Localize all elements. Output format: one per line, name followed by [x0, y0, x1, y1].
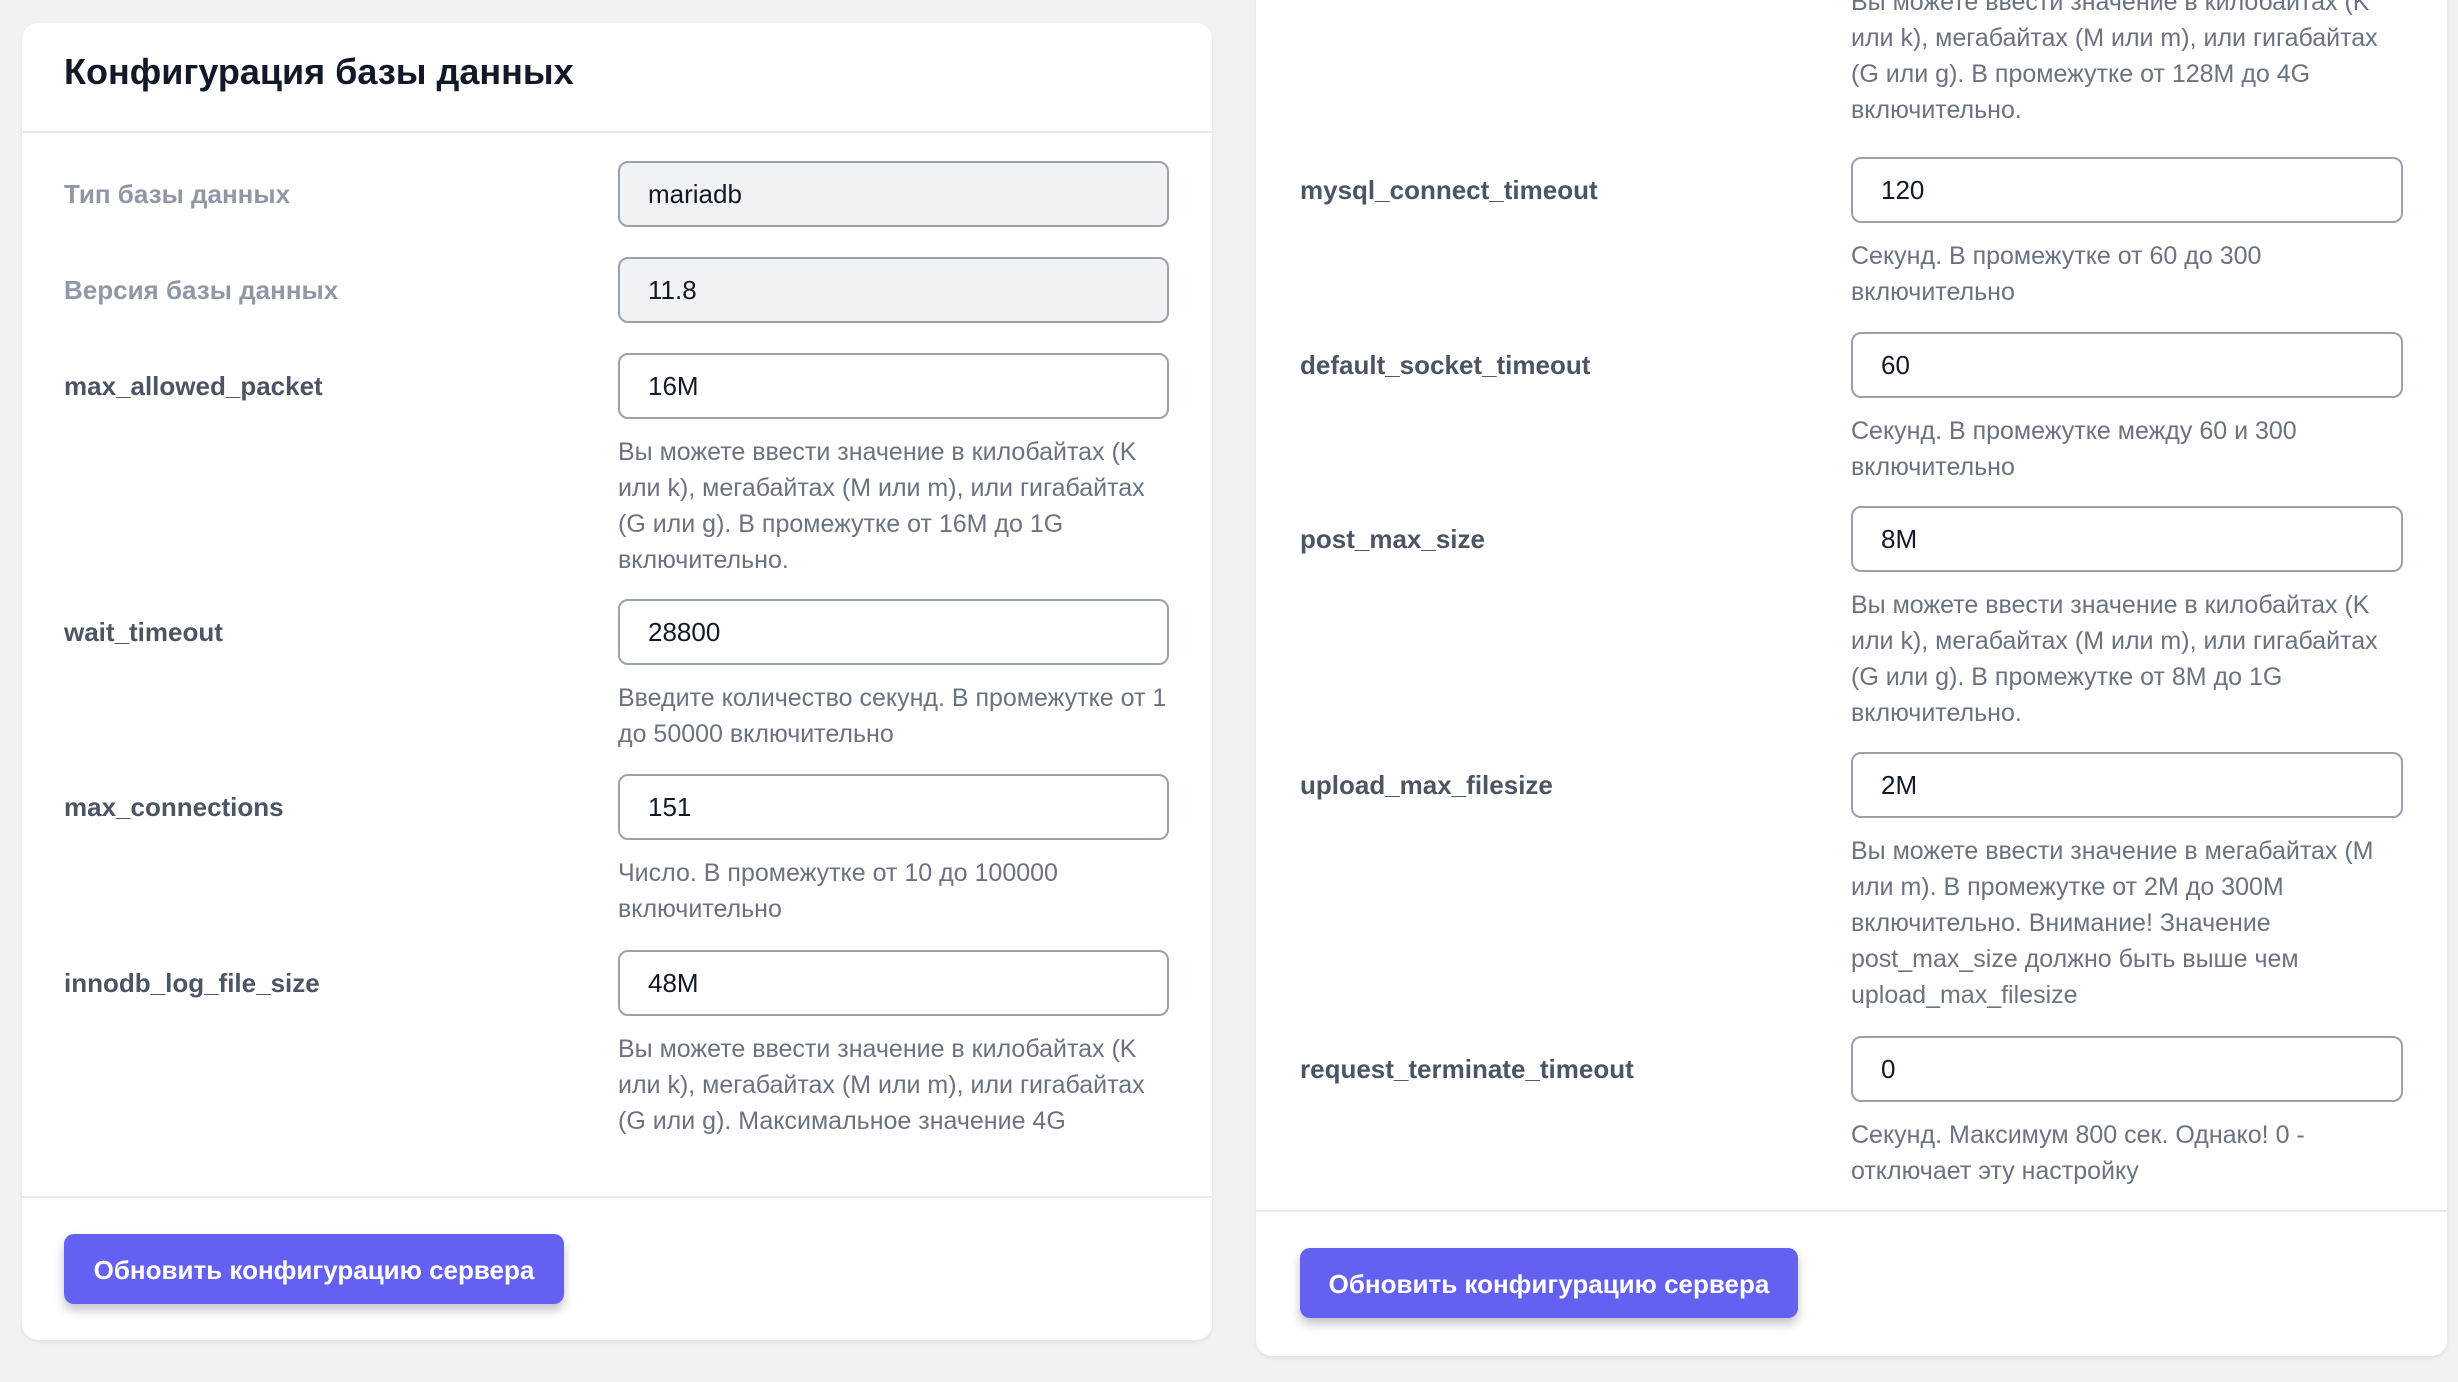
header-divider [22, 131, 1212, 133]
field-label: max_connections [64, 792, 284, 822]
field-help: Вы можете ввести значение в мегабайтах (… [1851, 837, 2374, 1009]
field-help: Секунд. Максимум 800 сек. Однако! 0 - от… [1851, 1121, 2305, 1185]
post-max-size-input[interactable]: 8M [1851, 506, 2403, 572]
request-terminate-timeout-input[interactable]: 0 [1851, 1036, 2403, 1102]
Тип-базы-данных-input: mariadb [618, 161, 1169, 227]
field-label: innodb_log_file_size [64, 968, 320, 998]
field-label: default_socket_timeout [1300, 350, 1591, 380]
field-label: max_allowed_packet [64, 371, 323, 401]
field-help: Число. В промежутке от 10 до 100000 вклю… [618, 859, 1058, 923]
footer-divider [22, 1196, 1212, 1198]
database-config-card: Конфигурация базы данных Тип базы данных… [22, 23, 1212, 1340]
max-allowed-packet-input[interactable]: 16M [618, 353, 1169, 419]
card-title: Конфигурация базы данных [64, 51, 574, 92]
update-server-config-button[interactable]: Обновить конфигурацию сервера [64, 1234, 564, 1304]
field-help: Вы можете ввести значение в килобайтах (… [618, 438, 1145, 574]
footer-divider [1256, 1210, 2447, 1212]
field-help: Вы можете ввести значение в килобайтах (… [1851, 0, 2378, 124]
field-help: Секунд. В промежутке от 60 до 300 включи… [1851, 242, 2262, 306]
field-label: wait_timeout [64, 617, 223, 647]
field-label: upload_max_filesize [1300, 770, 1553, 800]
mysql-connect-timeout-input[interactable]: 120 [1851, 157, 2403, 223]
wait-timeout-input[interactable]: 28800 [618, 599, 1169, 665]
field-label: request_terminate_timeout [1300, 1054, 1634, 1084]
field-label: Версия базы данных [64, 275, 339, 305]
php-config-card: Вы можете ввести значение в килобайтах (… [1256, 0, 2447, 1356]
field-label: Тип базы данных [64, 179, 291, 209]
innodb-log-file-size-input[interactable]: 48M [618, 950, 1169, 1016]
field-help: Вы можете ввести значение в килобайтах (… [1851, 591, 2378, 727]
field-label: mysql_connect_timeout [1300, 175, 1598, 205]
field-help: Введите количество секунд. В промежутке … [618, 684, 1167, 748]
default-socket-timeout-input[interactable]: 60 [1851, 332, 2403, 398]
upload-max-filesize-input[interactable]: 2M [1851, 752, 2403, 818]
field-help: Секунд. В промежутке между 60 и 300 вклю… [1851, 417, 2297, 481]
field-label: post_max_size [1300, 524, 1485, 554]
Версия-базы-данных-input: 11.8 [618, 257, 1169, 323]
max-connections-input[interactable]: 151 [618, 774, 1169, 840]
update-server-config-button[interactable]: Обновить конфигурацию сервера [1300, 1248, 1798, 1318]
field-help: Вы можете ввести значение в килобайтах (… [618, 1035, 1145, 1135]
